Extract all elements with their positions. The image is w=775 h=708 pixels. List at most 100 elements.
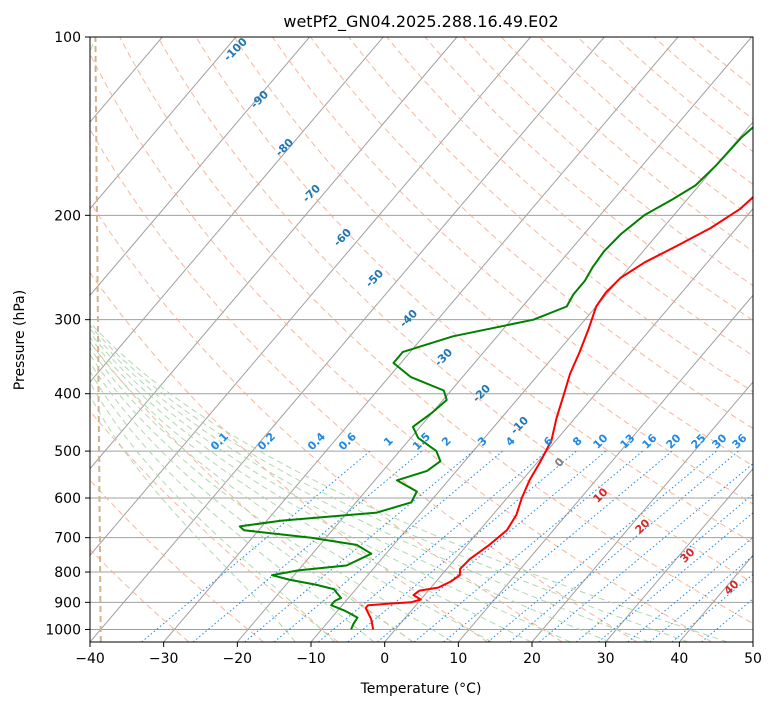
- dry-adiabat-line: [90, 548, 190, 642]
- mixing-ratio-line: [141, 450, 371, 642]
- x-tick-label: −40: [75, 651, 105, 667]
- x-tick-label: −10: [296, 651, 326, 667]
- dry-adiabat-line: [90, 271, 488, 642]
- y-axis: 1000 900 800 700 600 500 400 300 200 100: [45, 30, 90, 638]
- y-tick-label: 200: [54, 208, 81, 224]
- mixing-ratio-label: 8: [570, 434, 585, 449]
- isotherm-line: [752, 641, 753, 642]
- mixing-ratio-label: 16: [640, 431, 660, 451]
- x-tick-label: −20: [223, 651, 253, 667]
- dry-adiabat-line: [577, 37, 753, 186]
- warm-isotherm-label: 0: [552, 455, 567, 470]
- isotherm-label: -60: [331, 226, 354, 249]
- x-tick-label: 10: [449, 651, 467, 667]
- dry-adiabat-line: [271, 37, 753, 467]
- mixing-ratio-label: 30: [710, 431, 730, 451]
- mixing-ratio-line: [376, 450, 607, 642]
- dry-adiabat-line: [157, 37, 753, 584]
- mixing-ratio-line: [597, 512, 753, 642]
- dry-adiabat-line: [119, 37, 753, 625]
- y-tick-label: 400: [54, 387, 81, 403]
- dry-adiabat-line: [90, 53, 712, 642]
- mixing-ratio-line: [627, 536, 753, 642]
- mixing-ratio-line: [539, 462, 753, 642]
- dewpoint-profile-line: [238, 125, 753, 630]
- isotherm-line: [384, 207, 753, 642]
- x-tick-label: 40: [670, 651, 688, 667]
- mixing-ratio-line: [509, 450, 739, 642]
- mixing-ratio-label: 2: [439, 434, 454, 449]
- isotherm-label: -20: [470, 382, 493, 405]
- x-tick-label: 20: [523, 651, 541, 667]
- moist-adiabat-line: [90, 347, 493, 642]
- mixing-ratio-line: [575, 493, 753, 642]
- isotherm-line: [90, 37, 237, 210]
- isotherm-line: [90, 37, 458, 470]
- isotherm-label: -10: [508, 414, 531, 437]
- isotherm-label: -40: [397, 307, 420, 330]
- mixing-ratio-label: 1: [381, 434, 396, 449]
- x-tick-label: 50: [744, 651, 762, 667]
- isotherm-label: -80: [273, 136, 296, 159]
- dry-adiabat-line: [348, 37, 753, 393]
- dry-adiabat-line: [90, 479, 264, 642]
- mixing-ratio-line: [273, 450, 504, 642]
- mixing-ratio-line: [443, 450, 673, 642]
- y-tick-label: 600: [54, 491, 81, 507]
- isotherm-label: -100: [221, 35, 250, 64]
- dry-adiabat-line: [691, 37, 753, 88]
- x-axis: −40 −30 −20 −10 0 10 20 30 40 50: [75, 642, 762, 667]
- mixing-ratio-label: 20: [664, 431, 684, 451]
- isotherm-line: [90, 37, 310, 297]
- isotherm-line: [605, 467, 753, 642]
- isotherm-line: [90, 37, 531, 557]
- x-tick-label: 30: [597, 651, 615, 667]
- temperature-profile-line: [364, 195, 753, 630]
- dry-adiabat-line: [90, 410, 339, 642]
- dry-adiabat-line: [90, 341, 414, 642]
- y-tick-label: 500: [54, 444, 81, 460]
- mixing-ratio-line: [192, 450, 423, 642]
- dry-adiabat-line: [462, 37, 753, 287]
- mixing-ratio-label: 36: [730, 431, 750, 451]
- y-tick-label: 900: [54, 595, 81, 611]
- mixing-ratio-line: [487, 450, 717, 642]
- mixing-ratio-label: 6: [541, 434, 556, 449]
- mixing-ratio-label: 1.5: [410, 430, 433, 453]
- y-tick-label: 1000: [45, 622, 81, 638]
- moist-adiabat-line: [90, 37, 296, 642]
- isotherm-label: -90: [248, 88, 271, 111]
- x-tick-label: −30: [149, 651, 179, 667]
- y-tick-label: 300: [54, 313, 81, 329]
- dry-adiabat-line: [386, 37, 753, 357]
- y-axis-label: Pressure (hPa): [12, 290, 28, 390]
- dry-adiabat-line: [424, 37, 753, 321]
- isotherm-line: [90, 37, 384, 383]
- moist-adiabat-line: [90, 381, 335, 642]
- mixing-ratio-line: [347, 450, 577, 642]
- warm-isotherm-label: 40: [722, 577, 742, 597]
- mixing-ratio-label: 0.2: [255, 430, 278, 453]
- dry-adiabat-line: [90, 128, 638, 642]
- moist-adiabat-line: [90, 353, 453, 642]
- background-lines: [90, 37, 753, 642]
- x-axis-label: Temperature (°C): [360, 681, 482, 697]
- isotherm-label: -70: [300, 182, 323, 205]
- isotherm-line: [90, 37, 605, 642]
- dry-adiabat-line: [310, 37, 753, 430]
- warm-isotherm-label: 10: [591, 485, 611, 505]
- isotherm-line: [531, 381, 753, 642]
- moist-adiabat-line: [90, 328, 650, 642]
- dry-adiabat-line: [653, 37, 753, 120]
- warm-isotherm-label: 20: [633, 516, 653, 536]
- mixing-ratio-label: 0.6: [336, 430, 359, 453]
- dry-adiabat-line: [539, 37, 753, 219]
- moist-adiabat-line: [90, 331, 610, 642]
- isotherm-line: [236, 37, 752, 642]
- chart-title: wetPf2_GN04.2025.288.16.49.E02: [283, 12, 558, 32]
- isotherm-line: [163, 37, 679, 642]
- isotherm-label: -30: [432, 346, 455, 369]
- mixing-ratio-label: 25: [689, 432, 709, 452]
- y-tick-label: 100: [54, 30, 81, 46]
